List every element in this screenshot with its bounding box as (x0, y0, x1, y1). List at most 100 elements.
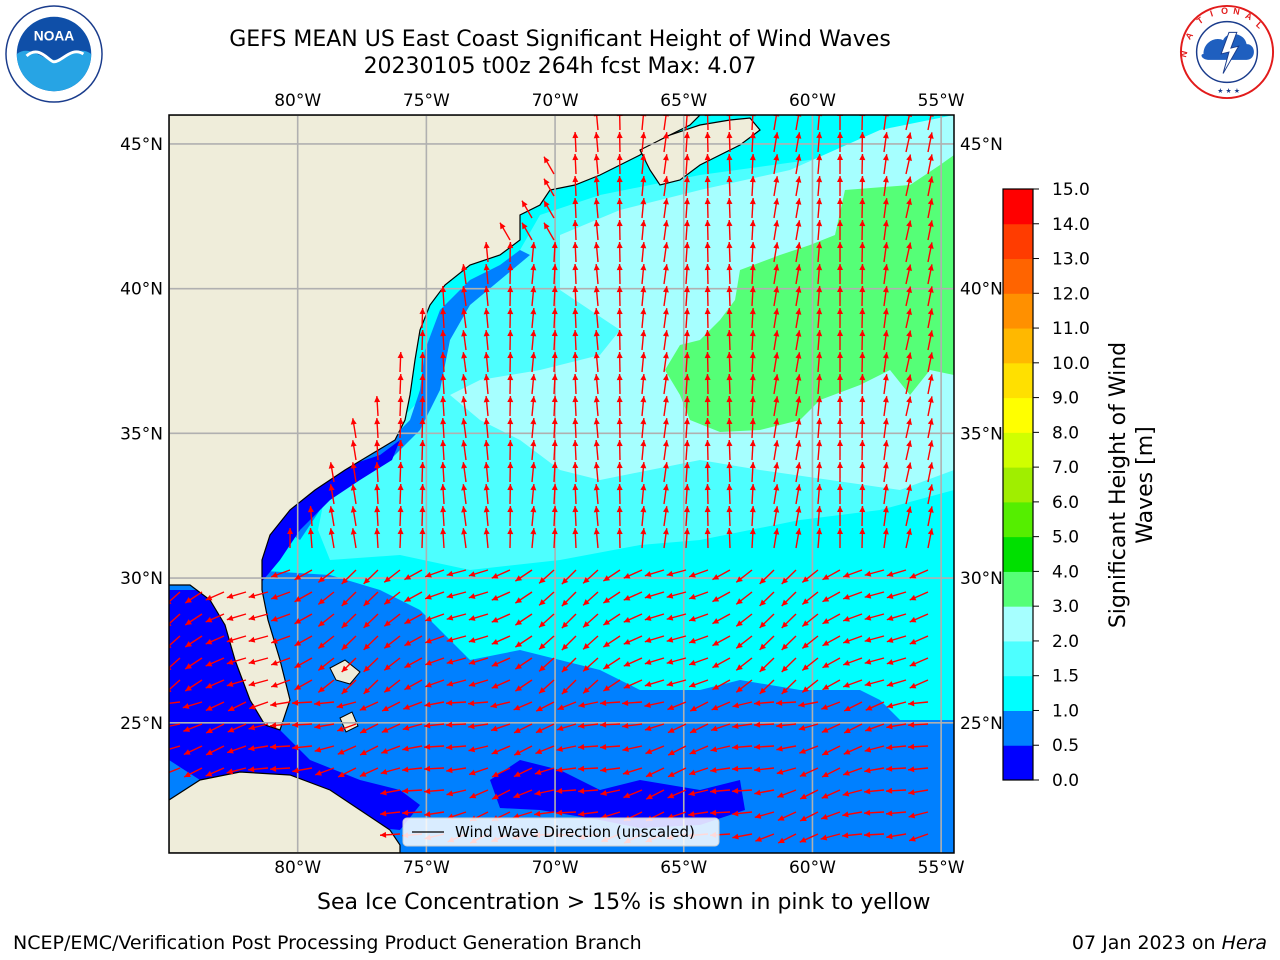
wave-direction-arrow (864, 723, 885, 732)
wave-direction-arrow (689, 745, 709, 755)
wave-direction-arrow (864, 569, 885, 577)
colorbar-tick-label: 10.0 (1052, 354, 1090, 374)
wave-direction-arrow (886, 723, 907, 730)
chart-subtitle: 20230105 t00z 264h fcst Max: 4.07 (363, 54, 757, 79)
wave-direction-arrow (483, 418, 490, 439)
lat-tick-label-left: 40°N (120, 280, 163, 300)
colorbar-segment (1003, 536, 1033, 572)
wave-direction-arrow (885, 787, 907, 794)
wave-direction-arrow (777, 811, 797, 822)
wave-direction-arrow (859, 373, 866, 395)
wave-direction-arrow (623, 657, 643, 667)
wave-direction-arrow (556, 766, 577, 773)
wave-direction-arrow (704, 373, 711, 395)
wave-direction-arrow (350, 484, 357, 505)
wave-direction-arrow (749, 131, 756, 153)
wave-direction-arrow (821, 701, 841, 710)
colorbar-tick-label: 2.0 (1052, 632, 1079, 652)
wave-direction-arrow (593, 330, 600, 351)
wave-direction-arrow (593, 220, 600, 241)
wave-direction-arrow (909, 635, 929, 645)
wave-direction-arrow (882, 440, 889, 461)
wave-direction-arrow (905, 374, 913, 395)
wave-direction-arrow (732, 723, 753, 730)
wave-direction-arrow (927, 462, 934, 483)
wave-direction-arrow (905, 528, 913, 549)
wave-direction-arrow (683, 330, 690, 351)
wave-direction-arrow (582, 613, 599, 628)
colorbar-tick-label: 12.0 (1052, 284, 1090, 304)
colorbar-tick-label: 0.0 (1052, 771, 1079, 791)
wave-direction-arrow (927, 242, 934, 263)
wave-direction-arrow (905, 220, 913, 241)
wave-direction-arrow (600, 789, 621, 796)
lon-tick-label-bottom: 70°W (532, 858, 579, 878)
wave-direction-arrow (383, 613, 401, 627)
wave-direction-arrow (582, 657, 599, 672)
wave-direction-arrow (859, 439, 866, 461)
wave-direction-arrow (704, 329, 711, 351)
wave-direction-arrow (662, 264, 669, 285)
wave-direction-arrow (909, 569, 929, 579)
wave-direction-arrow (317, 613, 335, 627)
wave-direction-arrow (383, 591, 401, 605)
wave-direction-arrow (837, 351, 844, 373)
wave-direction-arrow (314, 767, 335, 776)
wave-direction-arrow (801, 635, 819, 649)
wave-direction-arrow (374, 461, 381, 483)
wave-direction-arrow (602, 591, 621, 604)
wave-direction-arrow (666, 635, 687, 643)
wave-direction-arrow (461, 308, 468, 329)
wave-direction-arrow (726, 307, 733, 329)
wave-direction-arrow (446, 657, 467, 665)
wave-direction-arrow (837, 483, 844, 505)
wave-direction-arrow (551, 329, 558, 351)
wave-direction-arrow (704, 439, 711, 461)
wave-direction-arrow (424, 635, 445, 644)
wave-direction-arrow (402, 766, 423, 773)
wave-direction-arrow (859, 395, 866, 417)
lat-tick-label-right: 35°N (960, 424, 1003, 444)
wave-direction-arrow (561, 635, 577, 651)
wave-direction-arrow (667, 789, 687, 799)
wave-direction-arrow (908, 789, 929, 796)
wave-direction-arrow (336, 701, 357, 709)
wave-direction-arrow (662, 132, 669, 153)
wave-direction-arrow (816, 484, 823, 505)
wave-direction-arrow (507, 439, 514, 461)
wave-direction-arrow (307, 506, 314, 527)
wave-direction-arrow (837, 241, 844, 263)
wave-direction-arrow (270, 591, 291, 600)
wave-direction-arrow (749, 505, 756, 527)
wave-direction-arrow (799, 811, 819, 822)
wave-direction-arrow (842, 657, 863, 666)
wave-direction-arrow (837, 505, 844, 527)
wave-direction-arrow (927, 330, 934, 351)
wave-direction-arrow (397, 505, 404, 527)
wave-direction-arrow (572, 351, 579, 373)
wave-direction-arrow (837, 373, 844, 395)
wave-direction-arrow (616, 153, 623, 175)
wave-direction-arrow (645, 745, 665, 755)
map-frame (168, 114, 955, 854)
wave-direction-arrow (397, 461, 404, 483)
wave-direction-arrow (593, 286, 600, 307)
wave-direction-arrow (837, 395, 844, 417)
wave-direction-arrow (726, 461, 733, 483)
wave-direction-arrow (483, 308, 490, 329)
wave-direction-arrow (816, 220, 823, 241)
wave-direction-arrow (683, 154, 690, 175)
wave-direction-arrow (248, 591, 269, 599)
wave-direction-arrow (712, 657, 731, 669)
wave-direction-arrow (491, 591, 511, 601)
wave-direction-arrow (616, 439, 623, 461)
wave-direction-arrow (859, 483, 866, 505)
wave-direction-arrow (328, 506, 335, 527)
wave-direction-arrow (577, 765, 599, 772)
wave-direction-arrow (799, 745, 819, 754)
wave-direction-arrow (799, 833, 819, 843)
wave-direction-arrow (886, 591, 907, 599)
wave-direction-arrow (226, 679, 247, 687)
wave-direction-arrow (882, 396, 889, 417)
wave-direction-arrow (927, 132, 934, 153)
